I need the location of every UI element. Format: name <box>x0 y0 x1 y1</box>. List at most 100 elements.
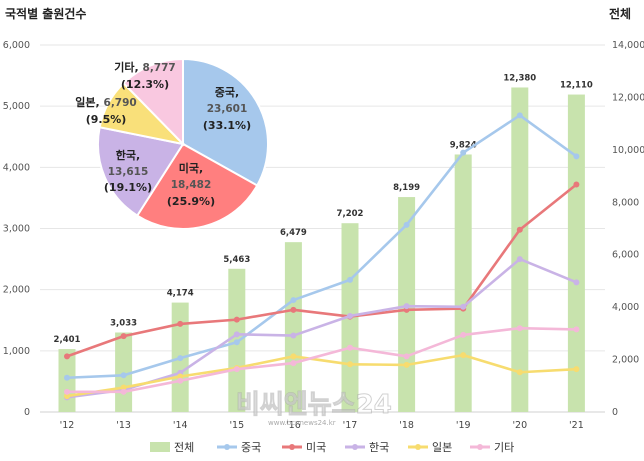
series-point <box>64 374 70 381</box>
left-axis-tick: 1,000 <box>3 346 30 357</box>
series-line <box>66 353 577 398</box>
pie-slice-value: 23,601 <box>207 103 248 115</box>
series-line <box>66 183 578 358</box>
x-axis-tick: '17 <box>343 420 358 431</box>
series-point <box>290 306 297 313</box>
right-axis-tick: 4,000 <box>612 302 639 313</box>
series-line <box>66 114 578 380</box>
series-point <box>460 149 467 156</box>
pie-slice-label: 일본, 6,790 <box>75 95 136 109</box>
series-point <box>64 388 70 395</box>
series-point <box>403 303 410 310</box>
series-point <box>573 366 580 373</box>
x-axis-labels: '12 '13 '14 '15 '16 '17 '18 '19 '20 '21 <box>60 420 584 431</box>
legend: 전체 중국 미국 한국 일본 기타 <box>150 440 514 454</box>
x-axis-tick: '21 <box>569 420 584 431</box>
series-point <box>347 344 353 351</box>
x-axis-tick: '14 <box>173 420 188 431</box>
series-point <box>347 312 353 319</box>
series-point <box>233 339 240 346</box>
total-bar-label: 6,479 <box>280 228 307 238</box>
total-bar-label: 9,824 <box>450 140 477 150</box>
left-axis-tick: 3,000 <box>3 224 30 235</box>
series-point <box>347 276 353 283</box>
series-point <box>290 332 297 339</box>
series-line <box>67 326 577 394</box>
pie-slice-pct: (19.1%) <box>104 181 152 194</box>
left-axis: 0 1,000 2,000 3,000 4,000 5,000 6,000 <box>3 40 30 418</box>
legend-swatch-marker <box>415 444 421 450</box>
x-axis-tick: '19 <box>456 420 471 431</box>
series-point <box>516 226 523 233</box>
right-axis-tick: 0 <box>612 407 618 418</box>
series-point <box>460 331 467 338</box>
series-point <box>460 352 467 359</box>
x-axis-tick: '16 <box>286 420 301 431</box>
left-chart-title: 국적별 출원건수 <box>5 6 86 21</box>
pie-slice-pct: (25.9%) <box>167 195 215 208</box>
series-point <box>347 361 353 368</box>
series-point <box>64 353 70 360</box>
x-axis-tick: '13 <box>116 420 131 431</box>
right-axis-tick: 10,000 <box>612 145 644 156</box>
total-bar <box>567 94 585 413</box>
total-bar-label: 12,110 <box>560 81 593 91</box>
pie-slice <box>135 142 259 230</box>
x-axis-tick: '18 <box>399 420 414 431</box>
pie-slice-value: 18,482 <box>171 179 212 191</box>
left-axis-tick: 4,000 <box>3 162 30 173</box>
legend-swatch-marker <box>224 444 230 450</box>
right-axis-tick: 2,000 <box>612 355 639 366</box>
right-axis-tick: 6,000 <box>612 250 639 261</box>
series-point <box>573 279 580 286</box>
series-point <box>516 256 523 263</box>
legend-swatch-marker <box>289 444 295 450</box>
pie-chart: 중국, 23,601 (33.1%) 미국, 18,482 (25.9%) 한국, 13,61… <box>75 57 269 230</box>
series-point <box>177 320 184 327</box>
pie-slice-name: 미국, <box>179 161 203 175</box>
series-point <box>516 325 523 332</box>
series-point <box>290 353 297 360</box>
pie-slice-value: 13,615 <box>108 166 149 178</box>
total-bar <box>454 154 472 412</box>
total-bar-label: 4,174 <box>167 289 194 299</box>
series-point <box>290 297 297 304</box>
total-bar-label: 5,463 <box>223 255 250 265</box>
pie-slice-pct: (12.3%) <box>121 78 169 91</box>
series-point <box>403 353 410 360</box>
series-point <box>233 316 240 323</box>
pie-slice-pct: (33.1%) <box>203 119 251 132</box>
pie-slice <box>182 57 269 187</box>
pie-slice <box>97 126 185 218</box>
total-bar-label: 7,202 <box>337 209 364 219</box>
pie-slice-label: 기타, 8,777 <box>114 60 175 74</box>
series-line <box>66 257 577 399</box>
x-axis-tick: '15 <box>229 420 244 431</box>
x-axis-tick: '20 <box>512 420 527 431</box>
legend-label: 중국 <box>241 441 261 454</box>
right-axis-tick: 8,000 <box>612 197 639 208</box>
total-bar-labels: 2,401 3,033 4,174 5,463 6,479 7,202 8,199 9,824… <box>54 73 593 345</box>
series-point <box>120 333 127 340</box>
total-bar <box>511 87 529 413</box>
right-axis-tick: 14,000 <box>612 40 644 51</box>
series-point <box>177 373 184 380</box>
right-axis-title: 전체 <box>609 6 631 21</box>
series-point <box>403 361 410 368</box>
pie-slice <box>122 57 184 147</box>
series-point <box>120 388 127 395</box>
series-point <box>573 181 580 188</box>
series-point <box>516 112 523 119</box>
total-bar-label: 2,401 <box>54 335 81 345</box>
total-bar-label: 8,199 <box>393 183 420 193</box>
right-axis: 0 2,000 4,000 6,000 8,000 10,000 12,000 14,000 <box>612 40 644 418</box>
series-point <box>403 221 410 228</box>
series-point <box>233 331 240 338</box>
series-point <box>177 355 184 362</box>
legend-swatch-marker <box>352 444 358 450</box>
series-point <box>177 377 184 384</box>
watermark-text: 비씨엔뉴스24 <box>236 390 392 420</box>
total-bar-label: 12,380 <box>503 73 536 83</box>
series-point <box>573 153 580 160</box>
